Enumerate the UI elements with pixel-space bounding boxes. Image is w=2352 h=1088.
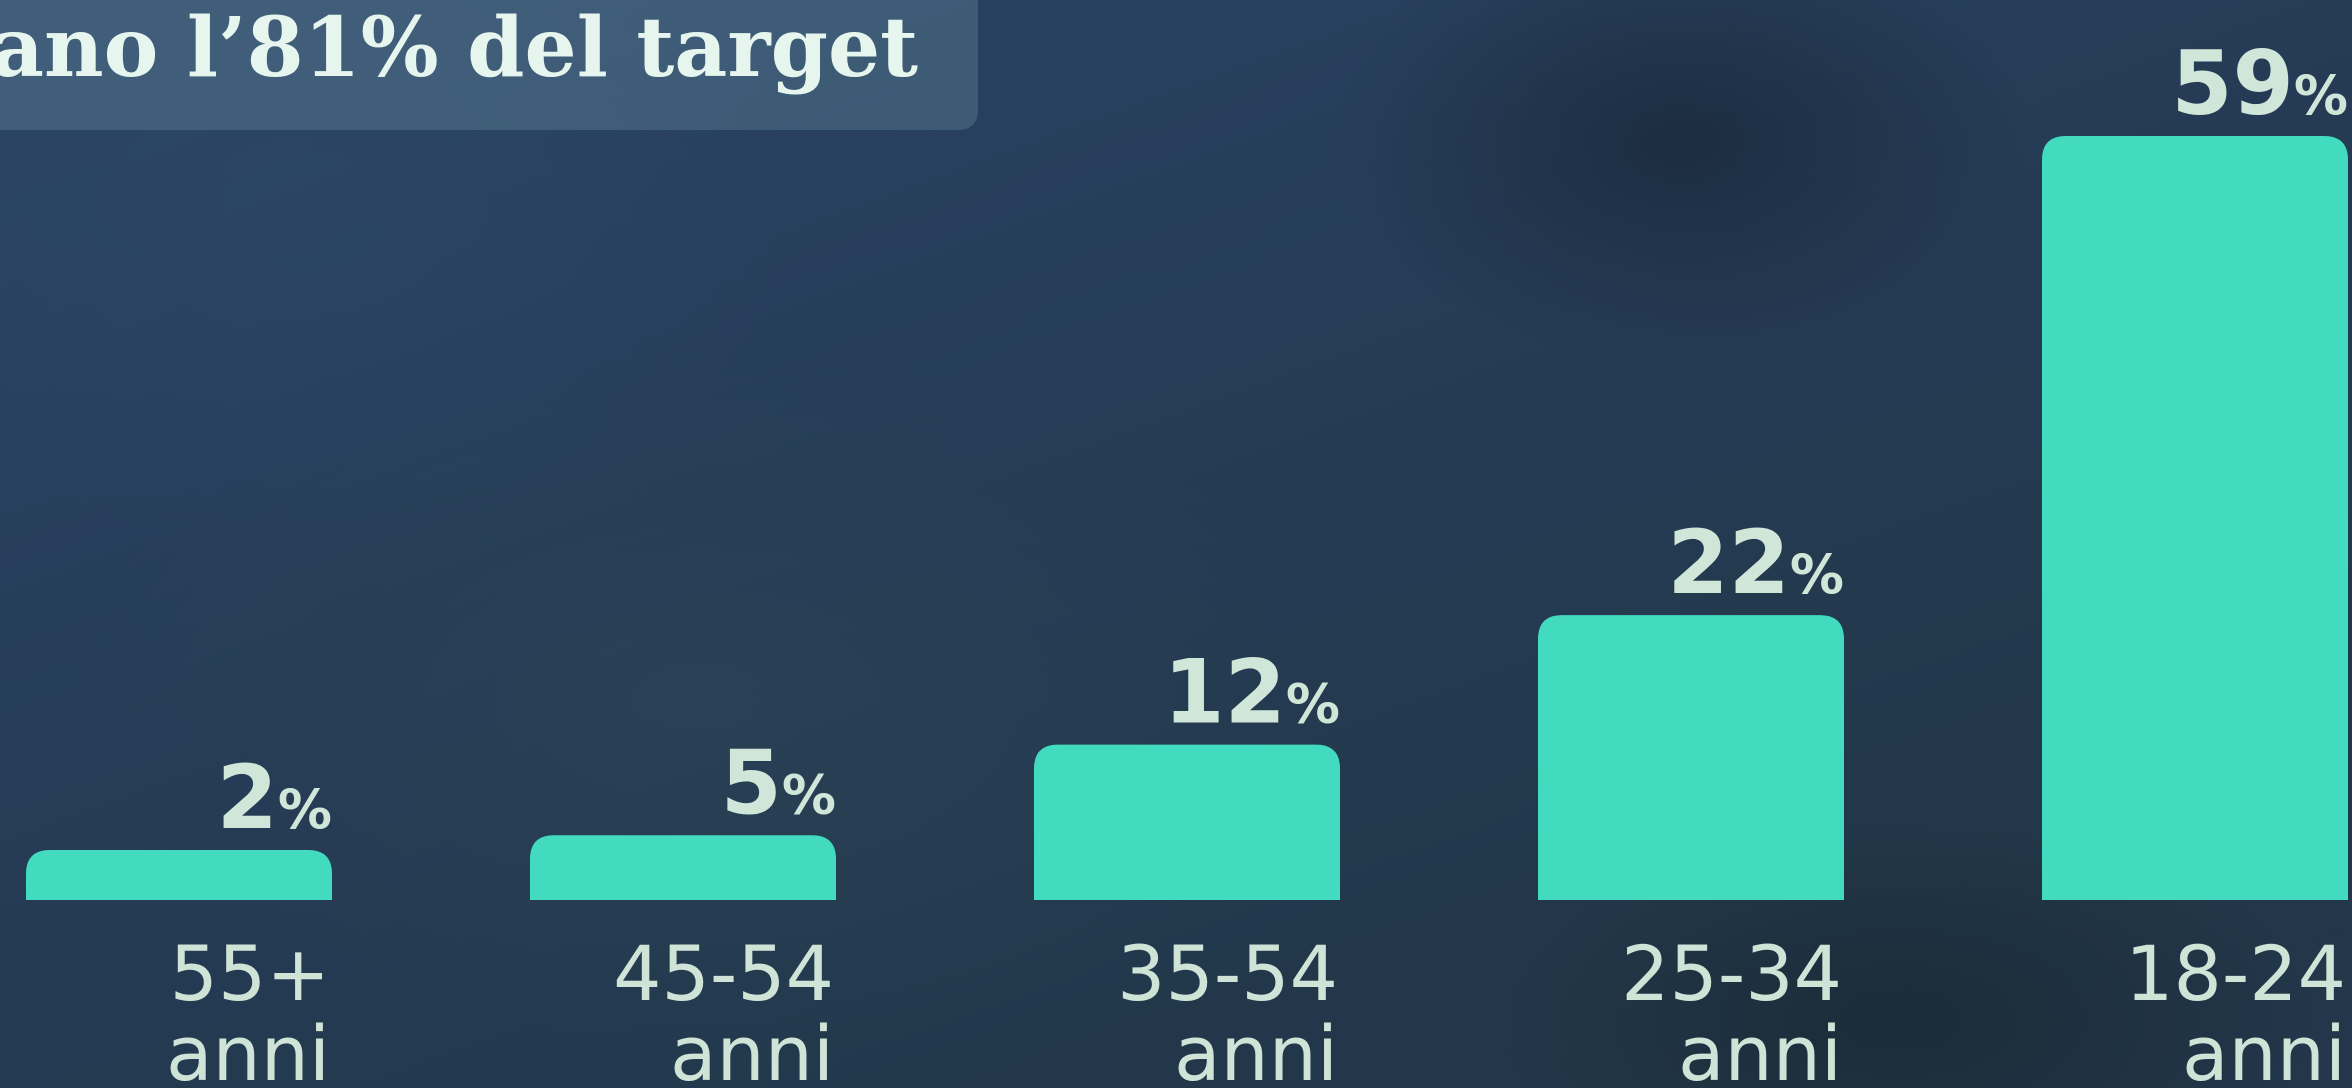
bar-1 <box>530 835 836 900</box>
data-label-unit: % <box>2294 64 2348 127</box>
category-label-3-0: 25-34 <box>1621 929 1842 1018</box>
category-label-1-1: anni <box>670 1009 834 1088</box>
bar-4 <box>2042 136 2348 900</box>
data-label-value: 2 <box>217 746 278 849</box>
category-label-1-0: 45-54 <box>613 929 834 1018</box>
category-label-0-0: 55+ <box>170 929 330 1018</box>
bar-0 <box>26 850 332 900</box>
data-label-1: 5% <box>721 731 836 834</box>
data-label-3: 22% <box>1667 511 1844 614</box>
category-label-4-1: anni <box>2182 1009 2346 1088</box>
data-label-0: 2% <box>217 746 332 849</box>
category-label-4-0: 18-24 <box>2125 929 2346 1018</box>
category-label-2-1: anni <box>1174 1009 1338 1088</box>
data-label-value: 59 <box>2171 32 2293 135</box>
bar-2 <box>1034 744 1340 900</box>
chart-title: ano l’81% del target <box>0 0 918 96</box>
data-label-unit: % <box>278 778 332 841</box>
title-banner: ano l’81% del target <box>0 0 978 130</box>
bar-3 <box>1538 615 1844 900</box>
category-label-0-1: anni <box>166 1009 330 1088</box>
data-label-unit: % <box>782 763 836 826</box>
data-label-unit: % <box>1790 543 1844 606</box>
data-label-2: 12% <box>1163 641 1340 744</box>
data-label-value: 12 <box>1163 641 1285 744</box>
data-label-4: 59% <box>2171 32 2348 135</box>
data-label-value: 22 <box>1667 511 1789 614</box>
data-label-unit: % <box>1286 673 1340 736</box>
data-label-value: 5 <box>721 731 782 834</box>
category-label-3-1: anni <box>1678 1009 1842 1088</box>
category-label-2-0: 35-54 <box>1117 929 1338 1018</box>
